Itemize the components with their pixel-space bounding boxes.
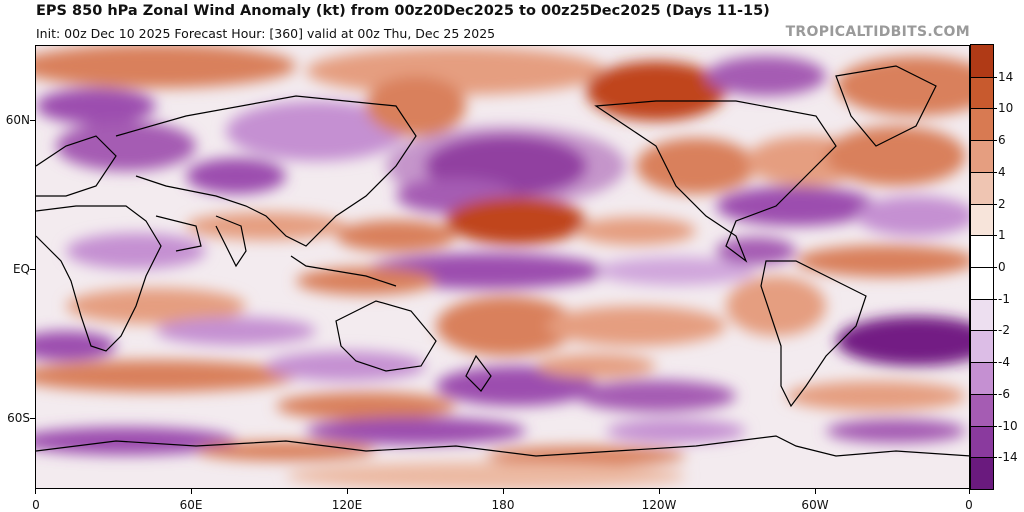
colorbar-tick bbox=[971, 457, 997, 459]
lon-tick bbox=[969, 489, 970, 494]
colorbar bbox=[970, 44, 994, 490]
colorbar-tick bbox=[971, 76, 997, 78]
colorbar-label: 14 bbox=[998, 69, 1014, 84]
colorbar-segment bbox=[971, 362, 993, 395]
anomaly-field bbox=[36, 46, 969, 488]
colorbar-segment bbox=[971, 393, 993, 427]
colorbar-segment bbox=[971, 235, 993, 268]
colorbar-label: -10 bbox=[998, 418, 1018, 433]
lat-tick bbox=[30, 120, 35, 121]
colorbar-tick bbox=[971, 298, 997, 300]
lon-label-120e: 120E bbox=[331, 498, 363, 512]
colorbar-segment bbox=[971, 457, 993, 490]
colorbar-label: -1 bbox=[998, 291, 1010, 306]
map-canvas bbox=[36, 46, 969, 488]
lon-label-0-east: 0 bbox=[965, 498, 973, 512]
colorbar-label: -6 bbox=[998, 386, 1010, 401]
colorbar-tick bbox=[971, 362, 997, 364]
colorbar-segment bbox=[971, 140, 993, 173]
colorbar-tick bbox=[971, 140, 997, 142]
lon-label-0-west: 0 bbox=[32, 498, 40, 512]
lon-label-120w: 120W bbox=[641, 498, 677, 512]
colorbar-segment bbox=[971, 203, 993, 236]
map-title: EPS 850 hPa Zonal Wind Anomaly (kt) from… bbox=[36, 3, 770, 19]
colorbar-segment bbox=[971, 298, 993, 331]
colorbar-segment bbox=[971, 45, 993, 78]
source-watermark: TROPICALTIDBITS.COM bbox=[785, 24, 970, 40]
colorbar-segment bbox=[971, 108, 993, 141]
colorbar-tick bbox=[971, 267, 997, 268]
colorbar-segment bbox=[971, 330, 993, 363]
colorbar-tick bbox=[971, 393, 997, 395]
lat-label-60s: 60S bbox=[7, 411, 30, 425]
lon-tick bbox=[815, 489, 816, 494]
colorbar-tick bbox=[971, 330, 997, 332]
colorbar-label: -4 bbox=[998, 355, 1010, 370]
colorbar-label: -14 bbox=[998, 450, 1018, 465]
lon-tick bbox=[191, 489, 192, 494]
lat-tick bbox=[30, 418, 35, 419]
colorbar-tick bbox=[971, 425, 997, 427]
lon-label-60w: 60W bbox=[801, 498, 829, 512]
lon-label-60e: 60E bbox=[179, 498, 203, 512]
colorbar-segment bbox=[971, 76, 993, 109]
colorbar-label: 0 bbox=[998, 260, 1006, 274]
lat-label-60n: 60N bbox=[5, 113, 30, 127]
colorbar-label: 10 bbox=[998, 101, 1014, 116]
lon-tick bbox=[347, 489, 348, 494]
colorbar-segment bbox=[971, 425, 993, 458]
colorbar-label: 4 bbox=[998, 164, 1006, 179]
colorbar-tick bbox=[971, 235, 997, 237]
colorbar-label: 6 bbox=[998, 133, 1006, 148]
colorbar-segment bbox=[971, 171, 993, 205]
coastlines bbox=[36, 65, 969, 457]
colorbar-tick bbox=[971, 203, 997, 205]
lon-tick bbox=[659, 489, 660, 494]
colorbar-tick bbox=[971, 108, 997, 110]
colorbar-label: 1 bbox=[998, 228, 1006, 243]
lon-label-180: 180 bbox=[491, 498, 515, 512]
lon-tick bbox=[503, 489, 504, 494]
wind-anomaly-map bbox=[35, 45, 970, 489]
colorbar-label: -2 bbox=[998, 323, 1010, 338]
colorbar-tick bbox=[971, 171, 997, 173]
colorbar-label: 2 bbox=[998, 196, 1006, 211]
map-subtitle: Init: 00z Dec 10 2025 Forecast Hour: [36… bbox=[36, 26, 496, 41]
lat-label-eq: EQ bbox=[12, 262, 30, 276]
colorbar-segment bbox=[971, 267, 993, 300]
lon-tick bbox=[35, 489, 36, 494]
lat-tick bbox=[30, 269, 35, 270]
